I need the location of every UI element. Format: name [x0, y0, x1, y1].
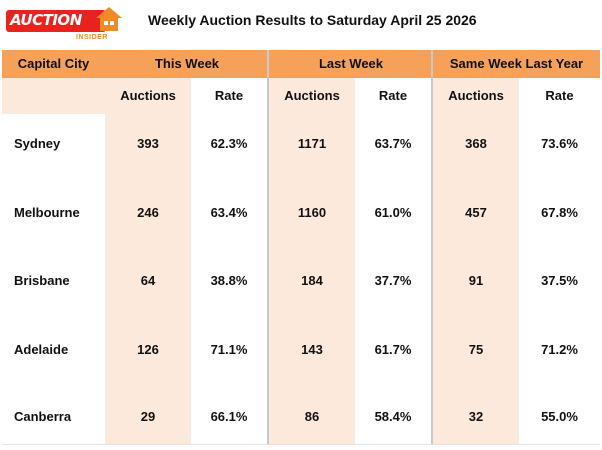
header-this-week: This Week — [154, 56, 220, 71]
last-year-rate: 55.0% — [541, 409, 578, 424]
this-week-auctions: 64 — [140, 273, 156, 288]
header-capital-city: Capital City — [17, 56, 90, 71]
house-icon — [96, 7, 122, 31]
last-year-auctions-shade — [433, 78, 519, 444]
last-week-auctions: 86 — [304, 409, 320, 424]
last-week-auctions-shade — [269, 78, 355, 444]
city-name: Sydney — [14, 136, 61, 151]
page-title: Weekly Auction Results to Saturday April… — [148, 12, 477, 28]
this-week-auctions: 393 — [137, 136, 159, 151]
subheader-rate: Rate — [545, 88, 574, 103]
last-year-rate: 67.8% — [541, 205, 578, 220]
header-same-week-last-year: Same Week Last Year — [449, 56, 584, 71]
subheader-rate: Rate — [214, 88, 244, 103]
last-week-rate: 58.4% — [374, 409, 412, 424]
this-week-rate: 63.4% — [210, 205, 248, 220]
auction-insider-logo: AUCTION INSIDER — [6, 4, 126, 44]
city-name: Canberra — [14, 409, 72, 424]
last-week-rate: 61.7% — [374, 342, 412, 357]
last-year-auctions: 32 — [468, 409, 484, 424]
this-week-rate: 66.1% — [210, 409, 248, 424]
this-week-rate: 62.3% — [210, 136, 248, 151]
last-year-rate: 71.2% — [541, 342, 578, 357]
last-year-rate: 73.6% — [541, 136, 578, 151]
this-week-auctions-shade — [105, 78, 191, 444]
this-week-auctions: 29 — [140, 409, 156, 424]
subheader-rate: Rate — [378, 88, 408, 103]
logo-subtitle: INSIDER — [76, 34, 108, 41]
divider-last-year — [431, 50, 433, 444]
header-last-week: Last Week — [318, 56, 384, 71]
last-week-rate: 63.7% — [374, 136, 412, 151]
city-name: Adelaide — [14, 342, 69, 357]
subheader-auctions: Auctions — [120, 88, 176, 103]
subheader-auctions: Auctions — [448, 88, 504, 103]
divider-last-week — [267, 50, 269, 444]
last-year-auctions: 75 — [468, 342, 484, 357]
this-week-auctions: 246 — [137, 205, 159, 220]
logo-badge — [6, 10, 106, 32]
this-week-rate: 38.8% — [210, 273, 248, 288]
table-bottom-border — [2, 444, 600, 445]
city-name: Brisbane — [14, 273, 70, 288]
city-name: Melbourne — [14, 205, 80, 220]
last-week-rate: 37.7% — [374, 273, 412, 288]
last-week-rate: 61.0% — [374, 205, 412, 220]
subheader-auctions: Auctions — [284, 88, 340, 103]
last-week-auctions: 143 — [301, 342, 323, 357]
last-year-auctions: 91 — [468, 273, 484, 288]
city-subheader-shade — [2, 78, 105, 114]
header-row: Capital City This Week Last Week Same We… — [2, 50, 600, 78]
last-year-auctions: 368 — [465, 136, 487, 151]
this-week-auctions: 126 — [137, 342, 159, 357]
last-week-auctions: 1171 — [297, 136, 327, 151]
last-week-auctions: 184 — [301, 273, 323, 288]
last-year-auctions: 457 — [465, 205, 487, 220]
this-week-rate: 71.1% — [210, 342, 248, 357]
logo-wordmark: AUCTION — [10, 11, 82, 29]
last-week-auctions: 1160 — [297, 205, 327, 220]
last-year-rate: 37.5% — [541, 273, 578, 288]
